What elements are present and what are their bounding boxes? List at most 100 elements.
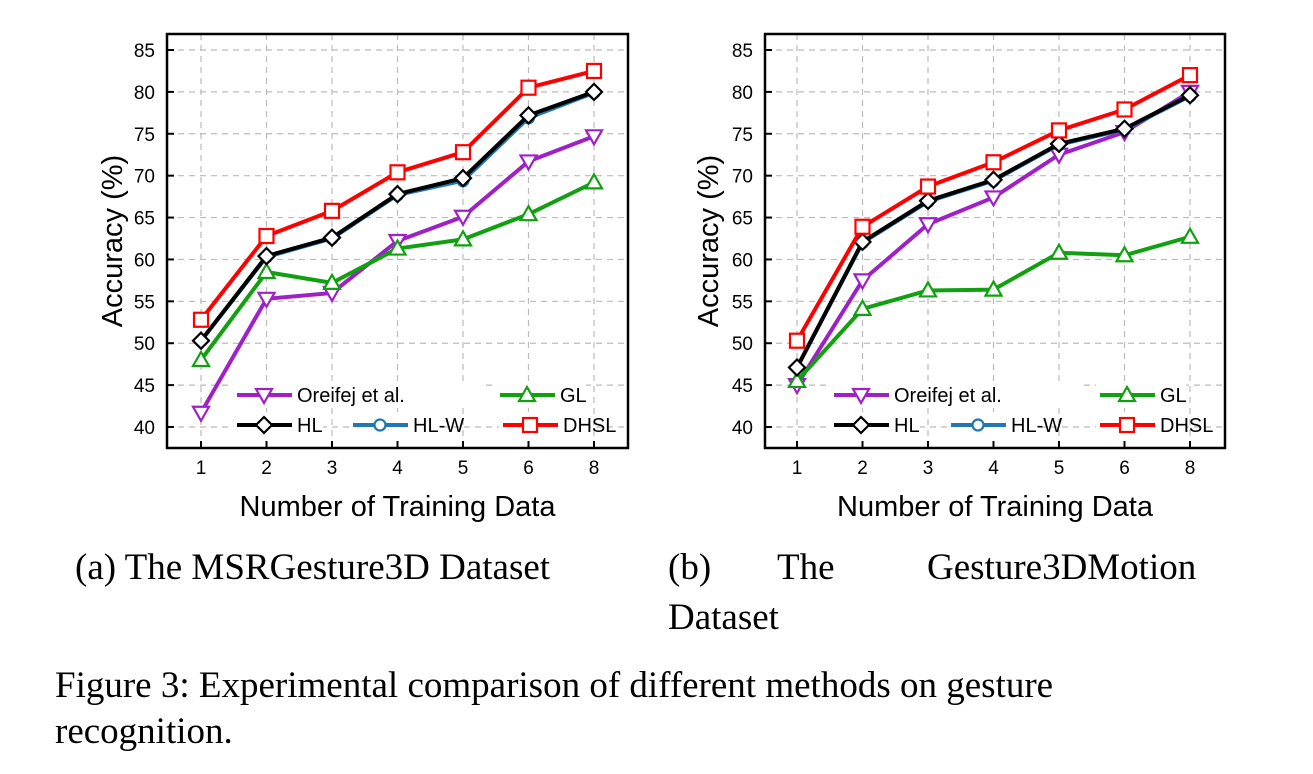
x-tick-label: 4 xyxy=(988,458,999,479)
series-gl-point xyxy=(387,238,408,256)
series-gl-point xyxy=(1049,242,1069,260)
subcaption-b-label: (b) xyxy=(668,547,712,588)
legend-oreifej-et-al--label: Oreifej et al. xyxy=(297,385,405,407)
y-tick-label: 65 xyxy=(134,209,155,230)
series-oreifej-et-al--point xyxy=(256,291,277,310)
y-axis-label: Accuracy (%) xyxy=(97,155,129,327)
y-tick-label: 55 xyxy=(732,292,753,313)
x-tick-label: 8 xyxy=(1185,458,1196,479)
x-tick-label: 3 xyxy=(923,458,934,479)
series-dhsl-point xyxy=(1116,101,1133,118)
series-hl-point xyxy=(322,228,342,248)
x-tick-label: 5 xyxy=(458,458,469,479)
legend-oreifej-et-al--marker xyxy=(851,387,871,406)
series-dhsl-point xyxy=(454,144,472,161)
series-gl-point xyxy=(852,298,873,316)
y-tick-label: 50 xyxy=(134,334,155,355)
y-tick-label: 55 xyxy=(134,292,155,313)
y-tick-label: 80 xyxy=(732,83,753,104)
series-hl-point xyxy=(787,357,807,378)
y-tick-label: 85 xyxy=(732,41,753,62)
series-hl-point xyxy=(387,184,408,204)
series-hl-point xyxy=(453,168,473,188)
legend-gl-label: GL xyxy=(560,385,587,407)
y-axis-label: Accuracy (%) xyxy=(693,155,725,327)
series-dhsl-point xyxy=(258,227,275,245)
series-gl-point xyxy=(1180,226,1200,244)
y-tick-label: 80 xyxy=(134,83,155,104)
y-tick-label: 50 xyxy=(732,334,753,355)
series-oreifej-et-al--point xyxy=(852,273,873,291)
series-hl-point xyxy=(1180,85,1200,105)
series-dhsl-point xyxy=(323,202,341,219)
y-tick-label: 40 xyxy=(134,418,155,439)
y-tick-label: 45 xyxy=(732,376,753,397)
y-tick-label: 85 xyxy=(134,41,155,62)
y-tick-label: 40 xyxy=(732,418,753,439)
x-tick-label: 1 xyxy=(792,458,803,479)
series-dhsl-point xyxy=(788,332,806,349)
legend-dhsl-marker xyxy=(521,416,539,434)
series-dhsl-point xyxy=(520,79,537,96)
plot-frame xyxy=(165,32,630,450)
y-tick-label: 65 xyxy=(732,209,753,230)
series-hl-point xyxy=(918,191,938,211)
series-gl-point xyxy=(322,272,342,291)
series-hl-point xyxy=(1114,119,1135,139)
y-tick-label: 75 xyxy=(732,125,753,146)
legend-hl-marker xyxy=(254,415,274,435)
legend-hl-w-marker xyxy=(971,418,985,432)
series-dhsl-point xyxy=(985,154,1002,171)
subcaption-b-word: The xyxy=(777,547,835,588)
subcaption-b-title: Gesture3DMotion xyxy=(927,547,1197,588)
x-axis-label: Number of Training Data xyxy=(837,491,1154,523)
legend-hl-w-marker xyxy=(373,418,387,432)
series-oreifej-et-al--point xyxy=(191,405,211,423)
series-gl-point xyxy=(518,203,539,222)
legend-dhsl-label: DHSL xyxy=(1160,415,1213,437)
series-gl-point xyxy=(787,370,807,389)
figure-caption-line1: Figure 3: Experimental comparison of dif… xyxy=(55,665,1054,706)
subcaption-a: (a) The MSRGesture3D Dataset xyxy=(75,547,551,588)
x-tick-label: 6 xyxy=(523,458,534,479)
series-oreifej-et-al--point xyxy=(518,154,539,172)
series-gl-point xyxy=(256,261,277,280)
x-tick-label: 8 xyxy=(589,458,600,479)
legend-gl-label: GL xyxy=(1160,385,1187,407)
legend-oreifej-et-al--marker xyxy=(254,387,274,406)
x-tick-label: 2 xyxy=(857,458,868,479)
x-axis-label: Number of Training Data xyxy=(240,491,557,523)
series-dhsl-point xyxy=(1050,122,1068,139)
series-oreifej-et-al--point xyxy=(983,190,1004,208)
subcaption-b-cont: Dataset xyxy=(668,597,779,638)
series-gl-point xyxy=(918,280,938,298)
x-tick-label: 2 xyxy=(261,458,272,479)
legend-gl-marker xyxy=(517,384,537,403)
figure-caption-line2: recognition. xyxy=(55,711,233,752)
series-dhsl-point xyxy=(854,218,871,235)
series-hl-point xyxy=(191,331,211,351)
legend-hl-w-label: HL-W xyxy=(413,415,464,437)
series-dhsl-point xyxy=(192,311,210,328)
series-dhsl-point xyxy=(919,178,937,195)
plot-frame xyxy=(763,32,1227,450)
series-dhsl-point xyxy=(389,164,406,181)
y-tick-label: 75 xyxy=(134,125,155,146)
y-tick-label: 60 xyxy=(732,250,753,271)
y-tick-label: 60 xyxy=(134,250,155,271)
series-hl-point xyxy=(1049,134,1069,154)
x-tick-label: 4 xyxy=(392,458,403,479)
y-tick-label: 70 xyxy=(134,167,155,188)
legend-dhsl-label: DHSL xyxy=(563,415,616,437)
series-gl-point xyxy=(453,229,473,247)
legend-hl-label: HL xyxy=(894,415,920,437)
x-tick-label: 3 xyxy=(327,458,338,479)
series-hl-point xyxy=(256,246,277,266)
series-gl-point xyxy=(1114,245,1135,263)
y-tick-label: 70 xyxy=(732,167,753,188)
series-dhsl-point xyxy=(585,62,603,80)
series-dhsl-point xyxy=(1181,67,1199,84)
series-oreifej-et-al--point xyxy=(584,129,604,147)
series-gl-point xyxy=(584,172,604,190)
